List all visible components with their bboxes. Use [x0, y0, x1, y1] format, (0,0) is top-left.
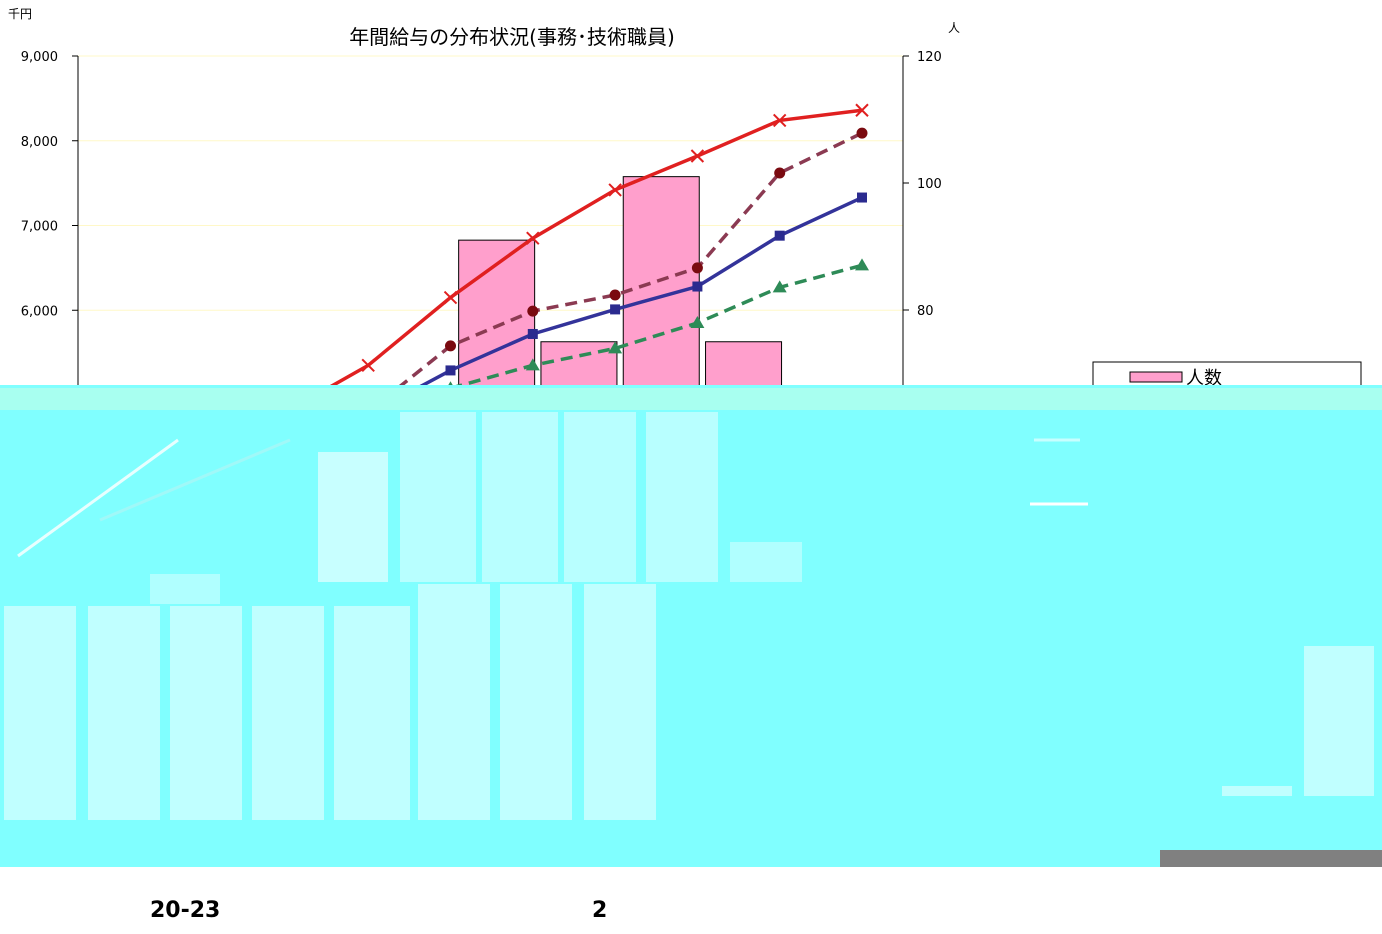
artifact-block — [646, 412, 718, 582]
point — [608, 183, 622, 197]
artifact-band-light — [0, 388, 1382, 410]
bar — [622, 176, 700, 391]
point — [525, 358, 540, 371]
point — [774, 167, 786, 179]
y-left-tick-label: 9,000 — [21, 50, 58, 65]
point — [609, 289, 621, 301]
point — [526, 231, 540, 245]
artifact-block — [1304, 646, 1374, 796]
y-right-tick-label: 120 — [917, 50, 942, 65]
point — [527, 328, 538, 339]
point — [855, 103, 869, 117]
axes — [77, 56, 904, 400]
point — [774, 230, 785, 241]
artifact-block — [730, 542, 802, 582]
legend-label-bars: 人数 — [1186, 368, 1222, 389]
point — [857, 192, 867, 203]
artifact-block — [334, 606, 410, 820]
point — [691, 262, 703, 274]
y-right-unit: 人 — [948, 21, 960, 35]
point — [690, 315, 705, 328]
artifact-stroke — [17, 438, 179, 558]
point — [856, 127, 868, 139]
point — [772, 280, 787, 293]
artifact-block — [4, 606, 76, 820]
artifact-gray-bar — [1160, 850, 1382, 867]
y-left-tick-label: 6,000 — [21, 304, 58, 319]
point — [445, 365, 456, 376]
point — [527, 305, 539, 317]
artifact-block — [418, 584, 490, 820]
point — [361, 358, 375, 373]
point — [692, 281, 703, 292]
image-artifact — [0, 385, 1382, 867]
artifact-block — [150, 574, 220, 604]
artifact-block — [1222, 786, 1292, 796]
footer-page-left: 20-23 — [150, 898, 221, 923]
point — [610, 304, 621, 315]
chart-title: 年間給与の分布状況(事務･技術職員) — [349, 25, 675, 49]
point — [855, 258, 869, 271]
page-footer: 20-23 2 — [0, 898, 1382, 934]
artifact-block — [584, 584, 656, 820]
point — [608, 341, 623, 354]
artifact-block — [318, 452, 388, 582]
artifact-block — [170, 606, 242, 820]
point — [445, 340, 456, 352]
y-right-tick-label: 100 — [917, 177, 942, 192]
artifact-block — [88, 606, 160, 820]
y-left-unit: 千円 — [8, 7, 32, 21]
point — [690, 149, 705, 163]
artifact-block — [400, 412, 476, 582]
artifact-block — [564, 412, 636, 582]
legend-swatch-bars — [1129, 371, 1183, 383]
bar — [705, 341, 783, 391]
y-left-tick-label: 7,000 — [21, 220, 58, 235]
point — [443, 290, 458, 305]
series-line — [450, 263, 863, 390]
y-right-ticks: 80 100 120 — [903, 50, 942, 319]
y-left-tick-label: 8,000 — [21, 135, 58, 150]
artifact-block — [252, 606, 324, 820]
point — [772, 113, 787, 128]
footer-page-center: 2 — [592, 898, 608, 923]
artifact-block — [500, 584, 572, 820]
artifact-stroke — [99, 438, 291, 522]
artifact-block — [482, 412, 558, 582]
bar-series — [458, 176, 783, 391]
y-right-tick-label: 80 — [917, 304, 934, 319]
legend: 人数 — [1092, 361, 1362, 389]
